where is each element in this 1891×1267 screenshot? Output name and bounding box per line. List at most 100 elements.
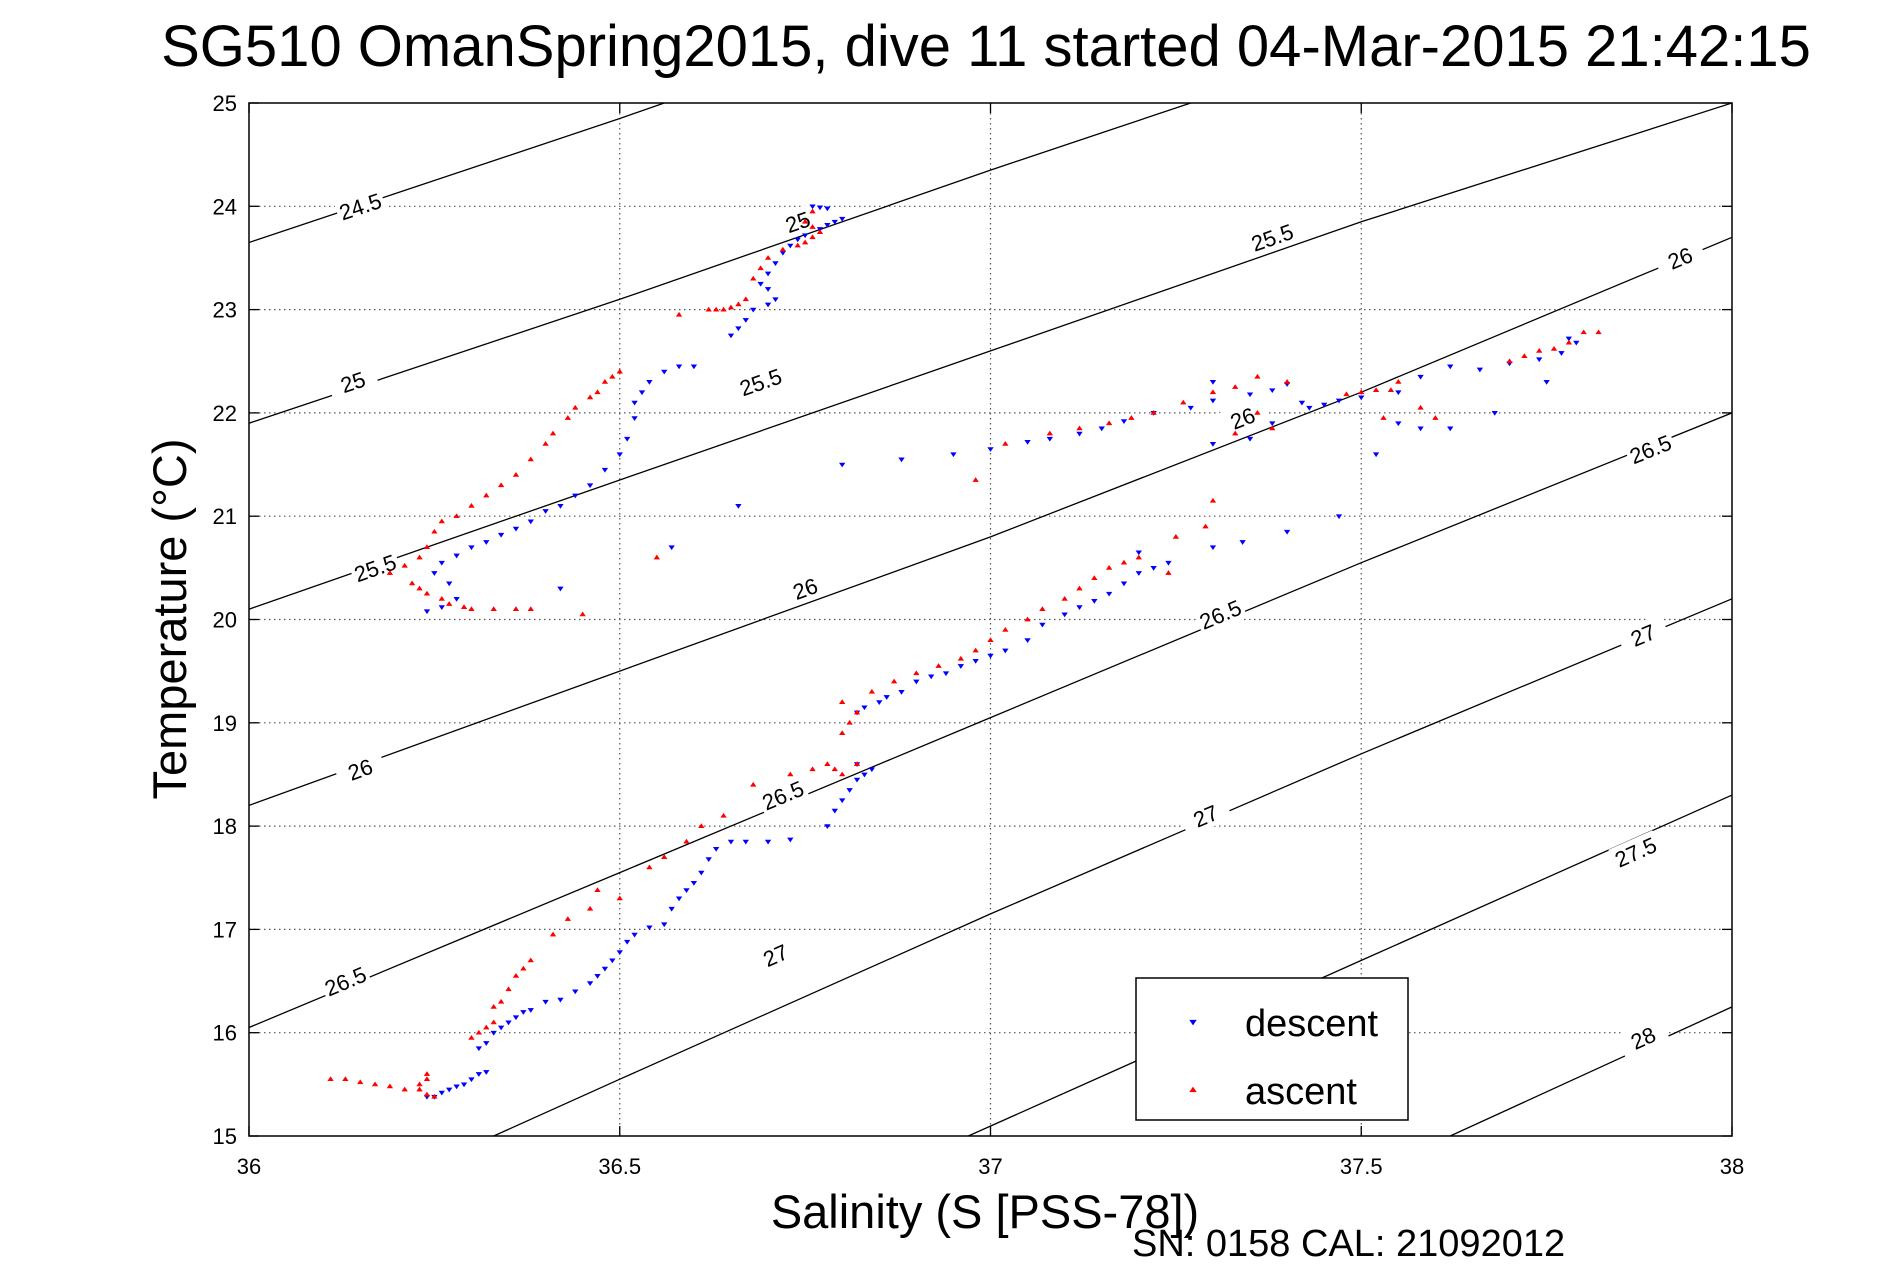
data-point-descent (868, 767, 876, 773)
data-point-ascent (787, 771, 794, 777)
data-point-descent (824, 206, 831, 212)
data-point-ascent (416, 1086, 423, 1092)
data-point-ascent (890, 678, 898, 684)
y-axis-label: Temperature (°C) (143, 439, 196, 800)
data-point-descent (824, 824, 831, 829)
data-point-descent (1061, 612, 1068, 618)
data-point-descent (727, 839, 735, 845)
contour-label-background (778, 568, 833, 609)
data-point-ascent (750, 781, 757, 787)
contour-label-background (1652, 236, 1708, 280)
data-point-descent (883, 695, 890, 700)
data-point-descent (764, 271, 772, 277)
legend-marker-ascent-icon (1189, 1086, 1197, 1093)
contour-label-background (1608, 830, 1663, 874)
data-point-ascent (357, 1079, 364, 1085)
data-point-descent (542, 999, 549, 1005)
density-contour-line (249, 412, 1732, 1029)
data-point-ascent (549, 931, 557, 937)
data-point-descent (661, 369, 668, 375)
data-point-descent (557, 997, 564, 1003)
data-point-ascent (497, 998, 505, 1004)
data-point-ascent (512, 606, 520, 612)
data-point-descent (742, 839, 749, 845)
data-point-descent (1476, 367, 1484, 373)
data-point-ascent (483, 1024, 490, 1030)
data-point-descent (705, 857, 712, 863)
data-point-descent (1335, 398, 1343, 404)
data-point-ascent (1172, 533, 1180, 539)
contour-label-background (1178, 794, 1233, 838)
y-tick-label: 22 (213, 401, 237, 426)
data-point-descent (572, 493, 579, 499)
data-point-descent (505, 1020, 512, 1026)
data-point-ascent (720, 306, 727, 312)
data-point-descent (1269, 421, 1276, 427)
contour-label-background (325, 361, 380, 402)
data-point-descent (1447, 364, 1454, 370)
data-point-descent (942, 671, 950, 677)
data-point-ascent (816, 229, 824, 234)
data-point-ascent (1565, 339, 1573, 345)
data-point-descent (431, 571, 438, 576)
data-point-ascent (468, 1034, 475, 1040)
data-point-descent (735, 326, 742, 332)
data-point-ascent (683, 838, 690, 844)
x-tick-label: 36.5 (598, 1154, 641, 1179)
data-point-ascent (1506, 358, 1513, 364)
data-point-descent (772, 261, 779, 266)
data-point-ascent (727, 304, 735, 310)
data-point-ascent (1254, 373, 1261, 379)
data-point-descent (468, 545, 475, 551)
data-point-descent (675, 364, 683, 370)
data-point-ascent (468, 606, 475, 612)
data-point-ascent (972, 647, 979, 653)
y-tick-label: 25 (213, 91, 237, 116)
data-point-ascent (1372, 387, 1380, 393)
data-point-ascent (1150, 410, 1157, 415)
data-point-ascent (1387, 387, 1395, 393)
data-point-descent (1573, 340, 1580, 346)
data-point-descent (764, 287, 772, 292)
data-point-descent (1120, 419, 1128, 425)
data-point-descent (512, 526, 520, 532)
axes: 36 36.5 37 37.5 38 15 16 17 18 19 20 21 22 23 24 25 (213, 91, 1745, 1179)
data-point-descent (690, 364, 698, 370)
legend-label-ascent: ascent (1245, 1071, 1357, 1113)
data-point-descent (1306, 405, 1313, 411)
data-point-descent (757, 281, 764, 287)
data-point-descent (1395, 390, 1402, 396)
data-point-ascent (342, 1076, 349, 1082)
data-point-descent (787, 243, 794, 249)
data-point-ascent (601, 379, 609, 384)
data-point-ascent (1002, 626, 1009, 632)
data-point-ascent (438, 595, 445, 601)
data-point-ascent (564, 916, 572, 921)
data-point-ascent (809, 208, 816, 214)
data-point-descent (483, 1041, 490, 1046)
data-point-descent (1209, 398, 1217, 404)
data-point-descent (972, 658, 979, 664)
contour-label-background (333, 748, 388, 790)
data-point-descent (586, 483, 594, 489)
data-point-descent (861, 705, 868, 711)
data-point-ascent (1091, 575, 1098, 581)
data-point-ascent (423, 1071, 431, 1076)
data-point-descent (453, 596, 460, 602)
data-point-descent (712, 846, 720, 852)
density-contour-line (1449, 1006, 1732, 1136)
data-point-descent (497, 532, 505, 538)
data-point-descent (1165, 560, 1172, 566)
data-point-ascent (1209, 497, 1217, 503)
data-point-descent (846, 788, 853, 793)
data-point-ascent (512, 973, 520, 978)
data-point-ascent (527, 606, 534, 612)
data-point-descent (853, 777, 861, 783)
data-point-descent (1246, 392, 1254, 398)
data-points (327, 204, 1602, 1100)
data-point-descent (631, 932, 638, 938)
data-point-descent (557, 586, 564, 592)
data-point-ascent (527, 456, 534, 462)
data-point-ascent (616, 368, 623, 374)
data-point-descent (446, 1087, 453, 1093)
